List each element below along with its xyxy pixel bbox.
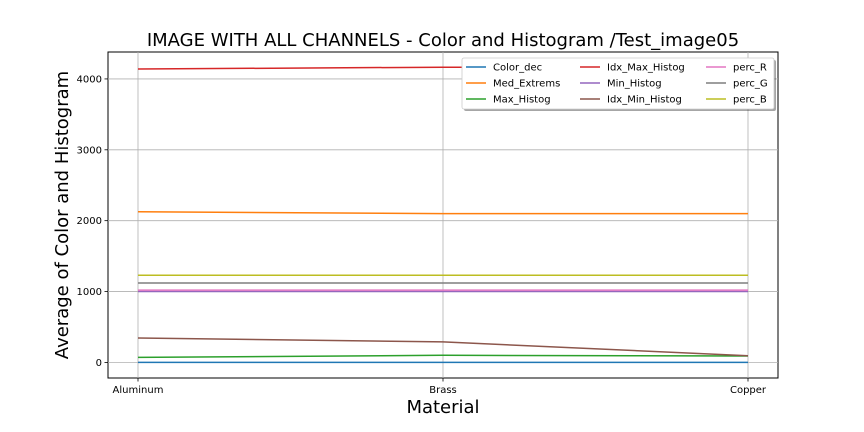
legend-label: perc_G — [733, 79, 768, 90]
legend-label: Color_dec — [493, 63, 542, 74]
legend-label: Max_Histog — [493, 95, 551, 106]
legend-label: perc_B — [733, 95, 767, 106]
y-tick-label: 0 — [96, 358, 102, 369]
x-tick-label: Brass — [429, 385, 457, 396]
x-tick-label: Copper — [730, 385, 767, 396]
legend-label: Med_Extrems — [493, 79, 560, 90]
y-tick-label: 2000 — [77, 216, 102, 227]
y-axis-label: Average of Color and Histogram — [52, 71, 73, 359]
x-axis-label: Material — [406, 397, 479, 418]
legend-label: perc_R — [733, 63, 767, 74]
series-line-max-histog — [137, 354, 749, 359]
x-axis-ticks: Aluminum Brass Copper — [113, 378, 767, 396]
series-lines — [137, 66, 749, 364]
series-line-med-extrems — [137, 211, 748, 215]
legend: Color_dec Med_Extrems Max_Histog Idx_Max_Hi… — [461, 57, 776, 111]
legend-box — [461, 57, 775, 110]
series-line-idx-min-histog — [137, 337, 749, 357]
legend-label: Min_Histog — [607, 79, 662, 90]
y-tick-label: 3000 — [77, 145, 102, 156]
y-axis-ticks: 0 1000 2000 3000 4000 — [77, 74, 108, 369]
y-tick-label: 1000 — [77, 287, 102, 298]
legend-label: Idx_Max_Histog — [607, 63, 685, 74]
y-tick-label: 4000 — [77, 74, 102, 85]
chart-title: IMAGE WITH ALL CHANNELS - Color and Hist… — [147, 30, 739, 51]
legend-label: Idx_Min_Histog — [607, 95, 682, 106]
x-tick-label: Aluminum — [113, 385, 164, 396]
